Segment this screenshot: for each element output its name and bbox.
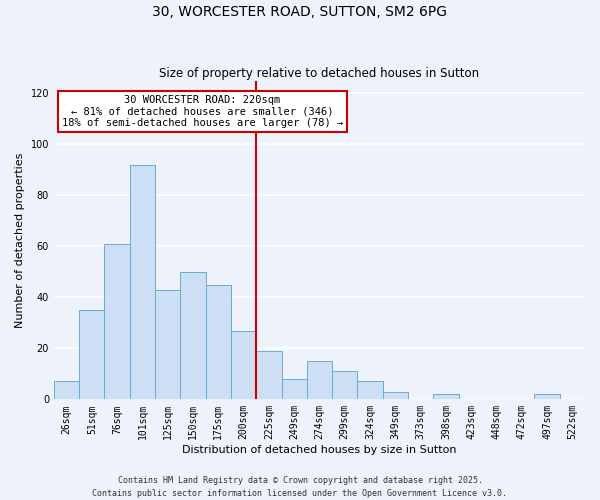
Bar	[358, 382, 383, 400]
Bar	[433, 394, 458, 400]
Text: 30 WORCESTER ROAD: 220sqm
← 81% of detached houses are smaller (346)
18% of semi: 30 WORCESTER ROAD: 220sqm ← 81% of detac…	[62, 95, 343, 128]
Bar	[54, 382, 79, 400]
X-axis label: Distribution of detached houses by size in Sutton: Distribution of detached houses by size …	[182, 445, 457, 455]
Bar	[104, 244, 130, 400]
Text: 30, WORCESTER ROAD, SUTTON, SM2 6PG: 30, WORCESTER ROAD, SUTTON, SM2 6PG	[152, 5, 448, 19]
Bar	[256, 351, 281, 400]
Bar	[383, 392, 408, 400]
Bar	[281, 379, 307, 400]
Bar	[535, 394, 560, 400]
Text: Contains HM Land Registry data © Crown copyright and database right 2025.
Contai: Contains HM Land Registry data © Crown c…	[92, 476, 508, 498]
Title: Size of property relative to detached houses in Sutton: Size of property relative to detached ho…	[160, 66, 479, 80]
Bar	[79, 310, 104, 400]
Y-axis label: Number of detached properties: Number of detached properties	[15, 152, 25, 328]
Bar	[206, 284, 231, 400]
Bar	[332, 372, 358, 400]
Bar	[130, 165, 155, 400]
Bar	[231, 330, 256, 400]
Bar	[155, 290, 181, 400]
Bar	[181, 272, 206, 400]
Bar	[307, 361, 332, 400]
